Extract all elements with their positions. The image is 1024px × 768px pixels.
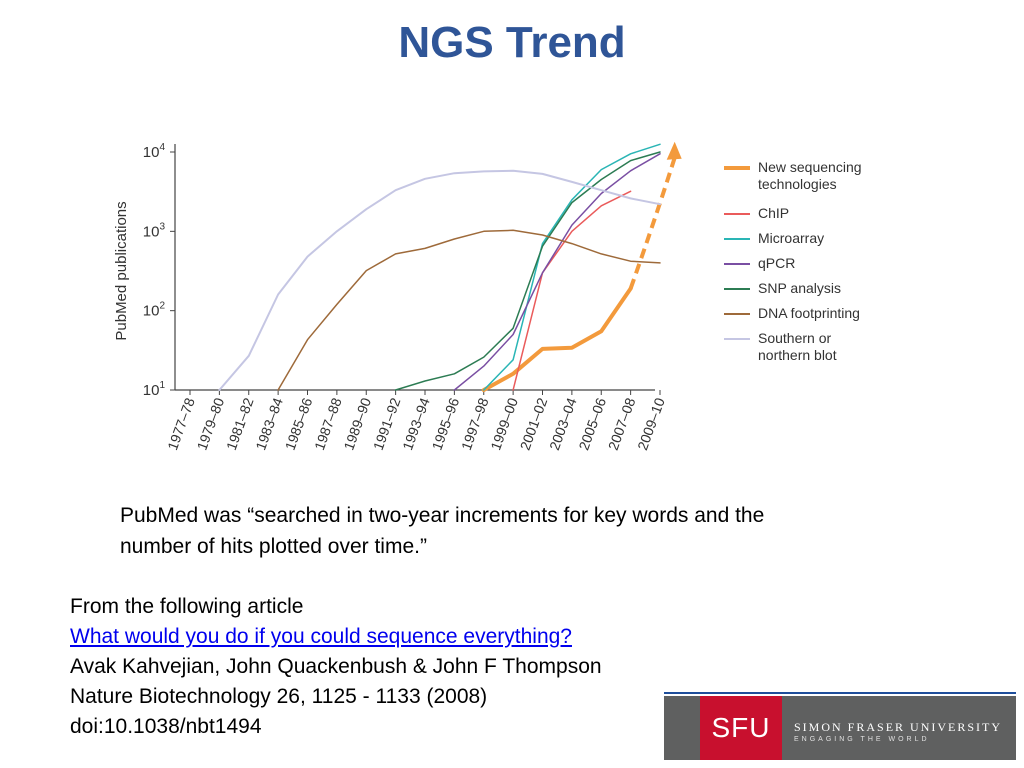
x-tick-label: 1985–86 xyxy=(282,395,316,452)
x-tick-label: 2001–02 xyxy=(517,395,551,452)
x-tick-label: 1979–80 xyxy=(194,395,228,452)
legend-label: Microarray xyxy=(758,230,824,246)
x-tick-label: 1989–90 xyxy=(340,395,374,452)
x-tick-label: 1995–96 xyxy=(429,395,463,452)
sfu-logo-name: SIMON FRASER UNIVERSITY xyxy=(794,720,1003,734)
slide-title: NGS Trend xyxy=(398,18,626,67)
caption-line-2: number of hits plotted over time.” xyxy=(120,535,427,558)
caption-line-1: PubMed was “searched in two-year increme… xyxy=(120,504,765,527)
x-tick-label: 1999–00 xyxy=(487,395,521,452)
series-line xyxy=(394,151,661,391)
x-tick-label: 1993–94 xyxy=(399,395,433,452)
sfu-logo-mark: SFU xyxy=(700,696,782,760)
x-tick-label: 1991–92 xyxy=(370,395,404,452)
source-intro: From the following article xyxy=(70,595,304,618)
series-line xyxy=(453,153,661,391)
legend-label: DNA footprinting xyxy=(758,305,860,321)
projection-arrowhead xyxy=(666,141,682,160)
source-doi: doi:10.1038/nbt1494 xyxy=(70,715,262,738)
legend-label: qPCR xyxy=(758,255,795,271)
series-line xyxy=(277,229,661,391)
article-link[interactable]: What would you do if you could sequence … xyxy=(70,625,572,648)
y-tick-label: 102 xyxy=(143,301,166,320)
legend-label: New sequencing technologies xyxy=(758,159,862,192)
x-tick-label: 1983–84 xyxy=(252,395,286,452)
x-tick-label: 1977–78 xyxy=(164,395,198,452)
x-tick-label: 2003–04 xyxy=(546,395,580,452)
chart-series xyxy=(218,141,682,392)
sfu-logo: SFU SIMON FRASER UNIVERSITY ENGAGING THE… xyxy=(664,696,1016,760)
y-tick-label: 101 xyxy=(143,380,166,399)
footer-divider xyxy=(664,692,1016,694)
series-line xyxy=(483,143,661,391)
chart-caption: PubMed was “searched in two-year increme… xyxy=(120,500,880,562)
source-authors: Avak Kahvejian, John Quackenbush & John … xyxy=(70,655,602,678)
legend-label: ChIP xyxy=(758,205,789,221)
projection-dashed-line xyxy=(628,157,677,290)
x-tick-label: 2005–06 xyxy=(575,395,609,452)
source-citation: From the following article What would yo… xyxy=(70,592,670,742)
x-tick-label: 1987–88 xyxy=(311,395,345,452)
y-axis-label: PubMed publications xyxy=(113,201,130,340)
series-line xyxy=(481,286,633,392)
chart-legend: New sequencing technologies ChIP Microarray… xyxy=(724,159,862,363)
x-tick-label: 1981–82 xyxy=(223,395,257,452)
source-journal: Nature Biotechnology 26, 1125 - 1133 (20… xyxy=(70,685,488,708)
series-line xyxy=(218,169,661,391)
y-tick-label: 103 xyxy=(143,221,166,240)
x-tick-label: 1997–98 xyxy=(458,395,492,452)
x-tick-label: 2007–08 xyxy=(605,395,639,452)
legend-label: SNP analysis xyxy=(758,280,841,296)
legend-label: Southern or northern blot xyxy=(758,330,837,363)
x-tick-label: 2009–10 xyxy=(634,395,668,452)
sfu-logo-tagline: ENGAGING THE WORLD xyxy=(794,736,930,743)
series-line xyxy=(512,190,632,391)
y-tick-label: 104 xyxy=(143,142,166,161)
